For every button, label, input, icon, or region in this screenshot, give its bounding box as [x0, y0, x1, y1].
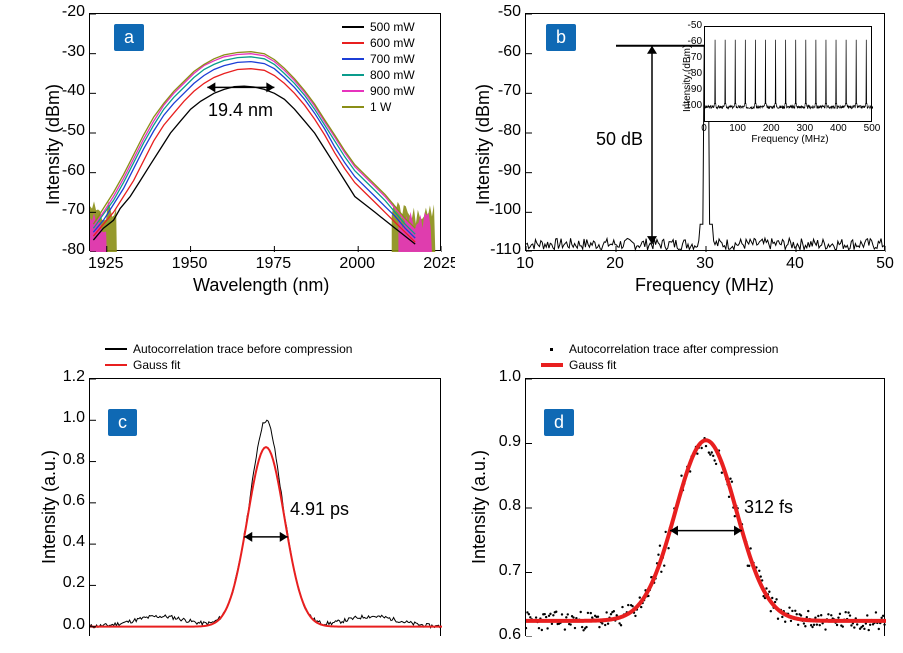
ytick-b: -100: [481, 201, 521, 219]
ytick-c: 0.0: [53, 616, 85, 634]
panel-a: a 19.4 nm 500 mW 600 mW 700 mW 800 mW 900 mW…: [25, 5, 445, 305]
ylabel-b: Intensity (dBm): [473, 84, 494, 205]
inset-xtick: 200: [759, 123, 783, 134]
inset-ytick: -90: [680, 84, 702, 95]
xlabel-a: Wavelength (nm): [193, 275, 329, 296]
xlabel-b: Frequency (MHz): [635, 275, 774, 296]
xtick-b: 50: [871, 255, 899, 273]
legend-item-d: Gauss fit: [541, 358, 778, 372]
panel-d: Autocorrelation trace after compression G…: [455, 340, 893, 648]
legend-item-c: Gauss fit: [105, 358, 352, 372]
legend-item-a: 1 W: [342, 100, 434, 114]
ytick-a: -50: [51, 122, 85, 140]
ytick-b: -90: [481, 162, 521, 180]
ytick-d: 0.9: [489, 433, 521, 451]
ytick-c: 1.2: [53, 368, 85, 386]
inset-svg: [705, 27, 873, 123]
ytick-c: 0.6: [53, 492, 85, 510]
ytick-c: 0.2: [53, 574, 85, 592]
xtick-a: 2000: [335, 255, 379, 273]
legend-item-a: 700 mW: [342, 52, 434, 66]
ylabel-a: Intensity (dBm): [43, 84, 64, 205]
xtick-b: 40: [781, 255, 809, 273]
xtick-a: 1925: [84, 255, 128, 273]
ytick-b: -70: [481, 82, 521, 100]
inset-xtick: 0: [692, 123, 716, 134]
legend-a: 500 mW 600 mW 700 mW 800 mW 900 mW 1 W: [342, 18, 434, 116]
ytick-d: 0.8: [489, 497, 521, 515]
ytick-c: 0.8: [53, 451, 85, 469]
legend-d: Autocorrelation trace after compression G…: [541, 340, 778, 374]
ytick-d: 1.0: [489, 368, 521, 386]
panel-c: Autocorrelation trace before compression…: [25, 340, 445, 648]
inset-xtick: 300: [793, 123, 817, 134]
ytick-a: -80: [51, 241, 85, 259]
inset-ytick: -100: [680, 100, 702, 111]
legend-item-d: Autocorrelation trace after compression: [541, 342, 778, 356]
annotation-a: 19.4 nm: [208, 100, 273, 121]
annotation-b: 50 dB: [596, 129, 643, 150]
axes-d: d 312 fs: [525, 378, 885, 636]
xtick-a: 1950: [168, 255, 212, 273]
badge-a: a: [114, 24, 144, 51]
badge-c: c: [108, 409, 137, 436]
chart-d-svg: [526, 379, 886, 637]
ytick-a: -70: [51, 201, 85, 219]
ytick-a: -60: [51, 162, 85, 180]
annotation-c: 4.91 ps: [290, 499, 349, 520]
xtick-b: 20: [601, 255, 629, 273]
ytick-c: 0.4: [53, 533, 85, 551]
ytick-d: 0.7: [489, 562, 521, 580]
inset-xtick: 400: [826, 123, 850, 134]
ytick-b: -50: [481, 3, 521, 21]
inset-ytick: -50: [680, 20, 702, 31]
ytick-a: -20: [51, 3, 85, 21]
badge-b: b: [546, 24, 576, 51]
inset-xtick: 500: [860, 123, 884, 134]
badge-d: d: [544, 409, 574, 436]
ytick-b: -60: [481, 43, 521, 61]
legend-item-a: 900 mW: [342, 84, 434, 98]
axes-a: a 19.4 nm 500 mW 600 mW 700 mW 800 mW 900 mW…: [89, 13, 441, 251]
ytick-a: -40: [51, 82, 85, 100]
axes-c: c 4.91 ps: [89, 378, 441, 636]
legend-item-a: 600 mW: [342, 36, 434, 50]
inset-xlabel: Frequency (MHz): [740, 134, 840, 145]
legend-c: Autocorrelation trace before compression…: [105, 340, 352, 374]
inset-axes-b: [704, 26, 872, 122]
inset-ytick: -70: [680, 52, 702, 63]
xtick-b: 10: [511, 255, 539, 273]
ytick-b: -80: [481, 122, 521, 140]
inset-xtick: 100: [726, 123, 750, 134]
chart-c-svg: [90, 379, 442, 637]
ytick-a: -30: [51, 43, 85, 61]
ylabel-d: Intensity (a.u.): [469, 450, 490, 564]
inset-ytick: -60: [680, 36, 702, 47]
xtick-b: 30: [691, 255, 719, 273]
legend-item-a: 500 mW: [342, 20, 434, 34]
legend-item-a: 800 mW: [342, 68, 434, 82]
annotation-d: 312 fs: [744, 497, 793, 518]
xtick-a: 1975: [251, 255, 295, 273]
ytick-c: 1.0: [53, 409, 85, 427]
panel-b: b 50 dB Intensity (dBm) Frequency (MHz) …: [455, 5, 893, 305]
axes-b: b 50 dB Intensity (dBm) Frequency (MHz) …: [525, 13, 885, 251]
ytick-d: 0.6: [489, 626, 521, 644]
legend-item-c: Autocorrelation trace before compression: [105, 342, 352, 356]
inset-ytick: -80: [680, 68, 702, 79]
